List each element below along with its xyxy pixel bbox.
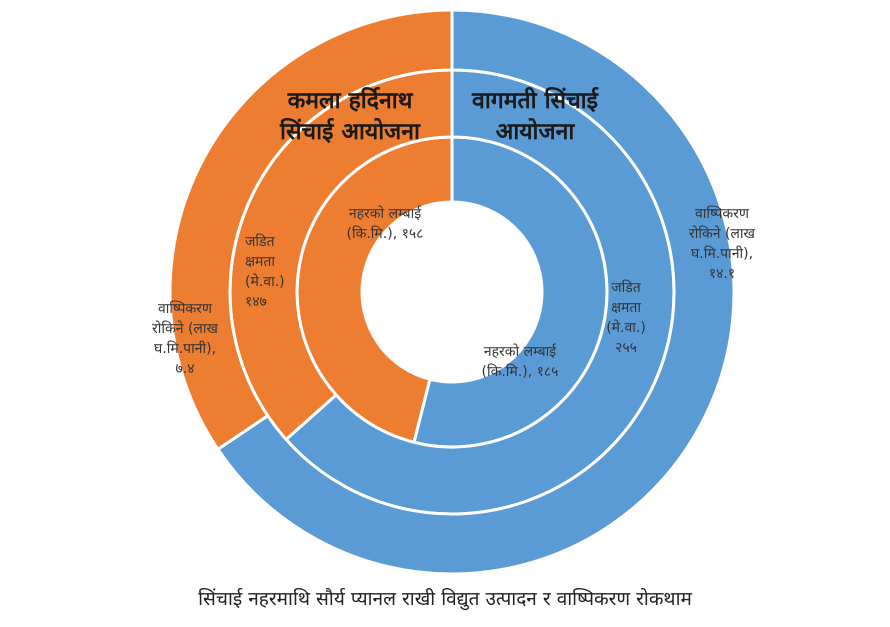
- slice-label-middle-bagmati: जडित क्षमता (मे.वा.) २५५: [606, 279, 646, 356]
- slice-outer-bagmati: [215, 8, 736, 576]
- slice-label-outer-bagmati: वाष्पिकरण रोकिने (लाख घ.मि.पानी), १४.१: [689, 205, 756, 282]
- slice-outer-kamala: [168, 8, 454, 452]
- chart-caption: सिंचाई नहरमाथि सौर्य प्यानल राखी विद्युत…: [198, 588, 692, 610]
- project-label-bagmati: वागमती सिंचाई आयोजना: [471, 86, 600, 145]
- slice-label-inner-bagmati: नहरको लम्बाई (कि.मि.), १८५: [482, 343, 559, 380]
- slice-label-inner-kamala: नहरको लम्बाई (कि.मि.), १५८: [347, 205, 424, 242]
- slice-label-outer-kamala: वाष्पिकरण रोकिने (लाख घ.मि.पानी), ७.४: [152, 300, 219, 377]
- project-label-kamala: कमला हर्दिनाथ सिंचाई आयोजना: [279, 86, 421, 145]
- slice-label-middle-kamala: जडित क्षमता (मे.वा.) १४७: [245, 233, 285, 310]
